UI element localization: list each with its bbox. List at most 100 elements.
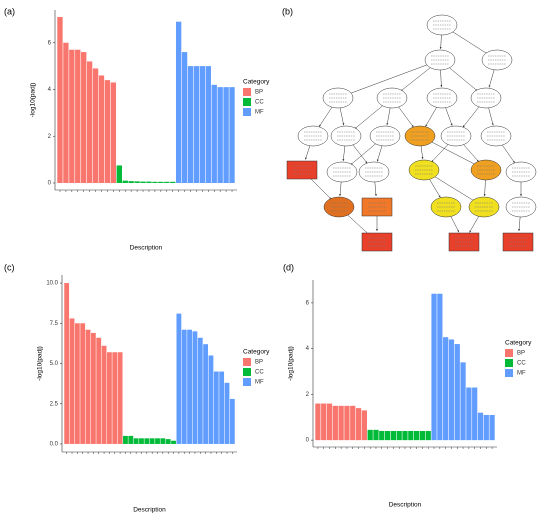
bar <box>181 52 188 183</box>
bar <box>355 408 362 441</box>
y-tick-label: 2 <box>48 134 52 140</box>
dag-edge <box>348 62 432 95</box>
y-tick-label: 4 <box>48 87 52 93</box>
bar <box>332 405 338 441</box>
y-axis-title: -log10(padj) <box>288 346 295 381</box>
bar <box>139 438 144 444</box>
go-dag <box>286 14 537 252</box>
bar <box>448 339 455 441</box>
dag-node <box>361 197 393 217</box>
bar <box>181 329 187 444</box>
dag-edge <box>428 177 441 198</box>
legend-swatch <box>505 349 513 357</box>
bar <box>408 430 414 441</box>
bar <box>193 66 200 183</box>
legend-swatch <box>243 368 251 376</box>
bar <box>90 332 96 444</box>
dag-edge <box>342 144 346 162</box>
dag-node <box>297 125 329 147</box>
dag-edge <box>483 178 486 197</box>
bar <box>171 440 176 444</box>
bar <box>117 352 123 444</box>
dag-node <box>358 161 390 183</box>
legend-title: Category <box>243 79 270 86</box>
bar <box>489 414 495 441</box>
dag-edge <box>425 105 438 127</box>
dag-edge <box>518 215 521 232</box>
legend-swatch <box>243 88 251 96</box>
dag-edge <box>350 141 379 166</box>
dag-edge <box>386 106 391 126</box>
dag-node <box>323 196 355 218</box>
dag-node <box>369 125 401 147</box>
dag-edge <box>461 142 479 162</box>
y-tick-label: 5.0 <box>50 361 59 367</box>
y-tick-label: 0 <box>48 181 52 187</box>
bar <box>321 403 327 441</box>
legend-label: CC <box>255 370 264 376</box>
y-tick-label: 2.5 <box>50 401 59 407</box>
bar <box>396 430 402 441</box>
y-tick-label: 6 <box>48 40 52 46</box>
x-axis-title: Description <box>389 502 422 509</box>
bar <box>144 438 150 444</box>
y-tick-label: 10.0 <box>46 281 58 287</box>
dag-edge <box>308 176 332 200</box>
bar <box>443 337 449 441</box>
bar <box>160 438 166 444</box>
dag-node <box>426 87 458 109</box>
bar <box>165 439 171 444</box>
bar <box>116 165 122 183</box>
bar <box>224 382 230 444</box>
bar <box>483 414 489 441</box>
legend-label: MF <box>255 380 264 386</box>
bar <box>86 61 93 183</box>
bar <box>350 405 356 441</box>
dag-node <box>440 125 472 147</box>
dag-node <box>502 232 534 252</box>
bar <box>361 410 367 441</box>
bar <box>98 75 105 183</box>
dag-edge <box>449 214 460 233</box>
dag-node <box>480 125 512 147</box>
dag-node <box>361 232 393 252</box>
bar <box>326 403 333 441</box>
bar <box>69 318 75 444</box>
bar <box>213 371 219 444</box>
bar <box>229 398 235 444</box>
bar <box>69 49 75 183</box>
legend-swatch <box>243 378 251 386</box>
y-tick-label: 6 <box>306 300 310 306</box>
dag-edge <box>440 68 443 88</box>
dag-edge <box>488 68 495 88</box>
y-axis-title: -log10(padj) <box>30 83 37 118</box>
dag-edge <box>439 33 442 50</box>
y-tick-label: 0 <box>306 438 310 444</box>
bar <box>75 49 81 183</box>
bar <box>472 387 478 441</box>
bar <box>205 66 211 183</box>
y-tick-label: 0.0 <box>50 442 59 448</box>
dag-edge <box>427 139 477 166</box>
dag-edge <box>376 144 383 162</box>
bar <box>219 371 225 444</box>
dag-edge <box>500 143 515 164</box>
bar <box>74 323 80 444</box>
legend-title: Category <box>505 340 532 347</box>
bar <box>431 293 437 441</box>
dag-edge <box>318 105 334 127</box>
dag-edge <box>305 144 311 160</box>
bar <box>96 337 102 444</box>
bar <box>122 180 128 183</box>
dag-edge <box>446 65 478 92</box>
bar <box>64 283 70 444</box>
dag-edge <box>420 144 424 160</box>
bar <box>158 181 164 183</box>
dag-node <box>424 49 456 71</box>
bar <box>187 66 194 183</box>
y-axis-title: -log10(padj) <box>37 346 44 381</box>
bar <box>477 412 484 441</box>
bar <box>344 405 350 441</box>
